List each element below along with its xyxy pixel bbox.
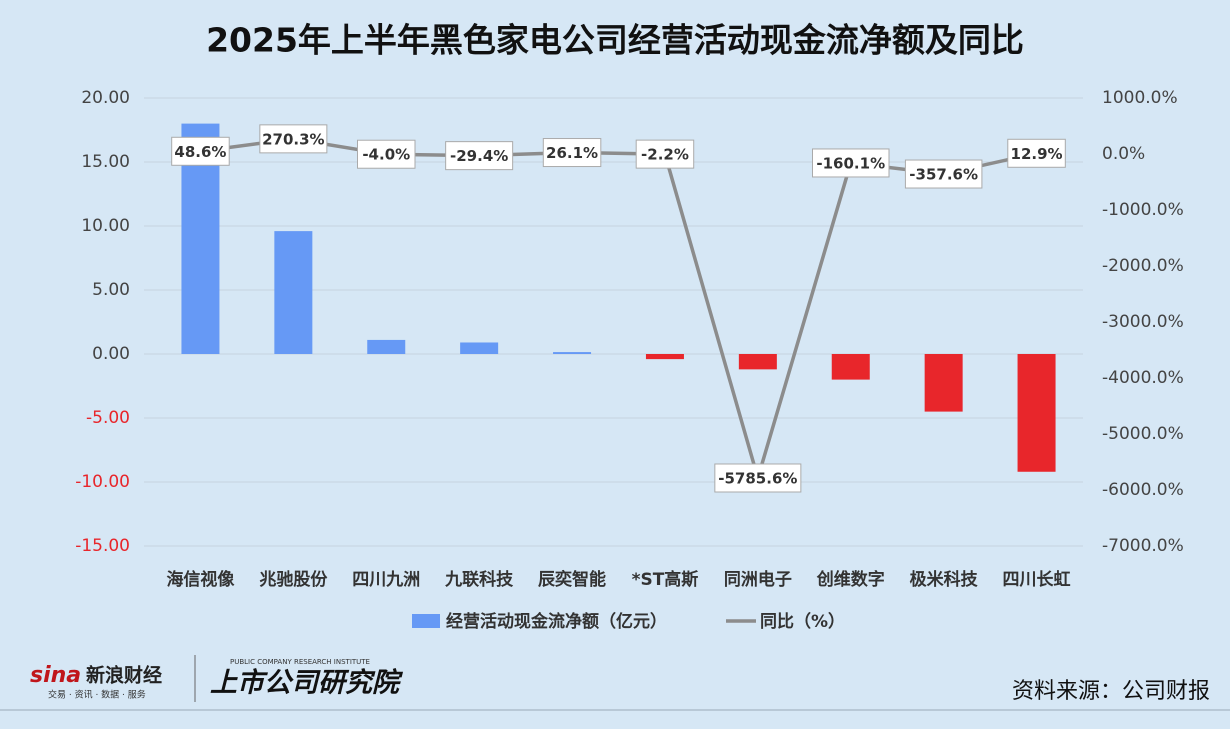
value-label-box xyxy=(259,124,328,154)
bar xyxy=(460,342,499,354)
y-tick-label: -15.00 xyxy=(75,536,130,556)
institute-en: PUBLIC COMPANY RESEARCH INSTITUTE xyxy=(230,658,370,666)
y-tick-label: -5.00 xyxy=(86,408,130,428)
bar xyxy=(738,354,777,370)
brand: 新浪财经 xyxy=(86,664,162,687)
bar xyxy=(1017,354,1056,472)
bar xyxy=(924,354,963,412)
y2-tick-label: -3000.0% xyxy=(1102,312,1184,332)
value-label-box xyxy=(1007,138,1066,168)
value-label: 48.6% xyxy=(174,143,226,161)
y2-tick-label: -7000.0% xyxy=(1102,536,1184,556)
y-tick-label: 20.00 xyxy=(81,88,130,108)
x-tick-label: 极米科技 xyxy=(910,569,979,590)
y2-tick-label: -4000.0% xyxy=(1102,368,1184,388)
value-label: -357.6% xyxy=(909,166,978,184)
source-note: 资料来源：公司财报 xyxy=(1012,679,1210,704)
x-tick-label: 海信视像 xyxy=(166,569,235,590)
chart-title: 2025年上半年黑色家电公司经营活动现金流净额及同比 xyxy=(206,21,1024,60)
x-tick-label: 创维数字 xyxy=(816,569,885,590)
legend-label: 同比（%） xyxy=(760,611,845,632)
value-label: -2.2% xyxy=(641,146,689,164)
x-tick-label: 同洲电子 xyxy=(724,569,792,590)
bar xyxy=(831,354,870,380)
legend-label: 经营活动现金流净额（亿元） xyxy=(446,611,667,632)
y2-tick-label: -5000.0% xyxy=(1102,424,1184,444)
y2-tick-label: -1000.0% xyxy=(1102,200,1184,220)
y2-tick-label: 1000.0% xyxy=(1102,88,1178,108)
value-label: 12.9% xyxy=(1011,145,1063,163)
y-tick-label: 5.00 xyxy=(92,280,130,300)
bar xyxy=(645,354,684,360)
y-tick-label: 0.00 xyxy=(92,344,130,364)
bar xyxy=(553,352,592,354)
value-label-box xyxy=(635,139,695,169)
y2-tick-label: 0.0% xyxy=(1102,144,1145,164)
value-label: 26.1% xyxy=(546,144,598,162)
y-tick-label: 15.00 xyxy=(81,152,130,172)
value-label-box xyxy=(445,141,514,171)
value-label-box xyxy=(904,159,983,189)
value-label: -160.1% xyxy=(816,154,885,172)
value-label: -5785.6% xyxy=(718,469,797,487)
value-label-box xyxy=(357,139,416,169)
x-tick-label: 兆驰股份 xyxy=(259,569,328,590)
institute: 上市公司研究院 xyxy=(210,668,404,699)
y2-tick-label: -2000.0% xyxy=(1102,256,1184,276)
y-tick-label: 10.00 xyxy=(81,216,130,236)
x-tick-label: 辰奕智能 xyxy=(538,569,606,590)
value-label: 270.3% xyxy=(262,130,324,148)
legend-swatch xyxy=(412,614,440,628)
value-label-box xyxy=(714,463,802,493)
value-label-box xyxy=(171,136,230,166)
x-tick-label: 四川九洲 xyxy=(352,570,420,590)
value-label: -4.0% xyxy=(362,146,410,164)
value-label-box xyxy=(812,148,890,178)
x-tick-label: 四川长虹 xyxy=(1003,569,1071,590)
value-label-box xyxy=(542,138,602,168)
brand-logo: sina xyxy=(30,663,81,688)
y2-tick-label: -6000.0% xyxy=(1102,480,1184,500)
bar xyxy=(274,231,313,354)
x-tick-label: 九联科技 xyxy=(444,569,514,590)
brand-tagline: 交易 · 资讯 · 数据 · 服务 xyxy=(48,689,146,701)
y-tick-label: -10.00 xyxy=(75,472,130,492)
bar xyxy=(367,339,406,354)
x-tick-label: *ST高斯 xyxy=(632,569,699,590)
value-label: -29.4% xyxy=(450,147,508,165)
line xyxy=(200,137,1037,485)
